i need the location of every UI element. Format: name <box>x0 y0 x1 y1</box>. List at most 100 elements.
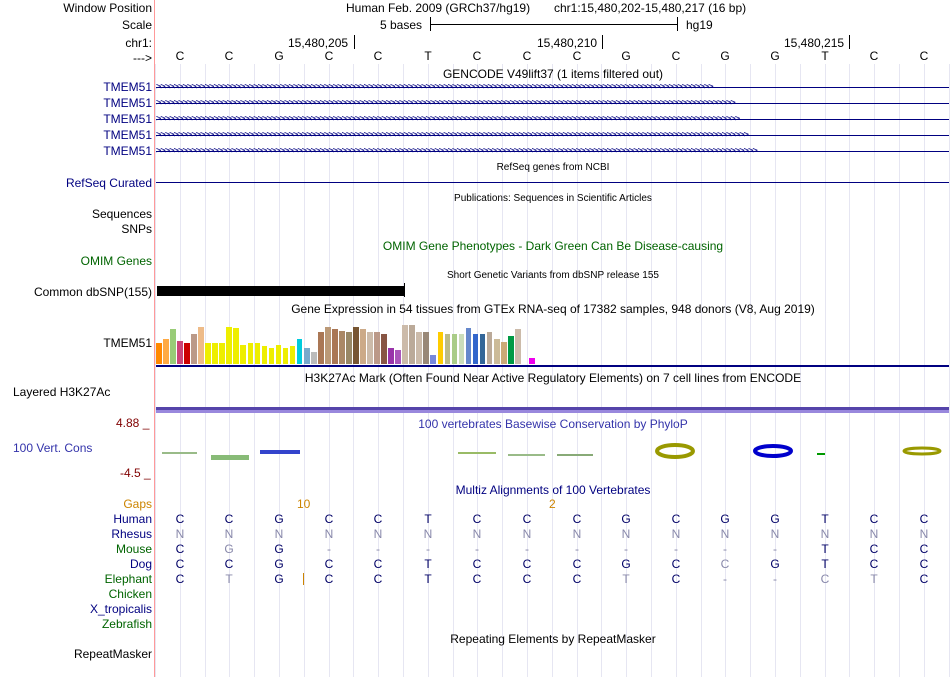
alignment-base: C <box>720 557 730 571</box>
h3k27ac-track-title[interactable]: H3K27Ac Mark (Often Found Near Active Re… <box>304 371 802 385</box>
gtex-tissue-bar[interactable] <box>184 343 190 364</box>
gtex-tissue-bar[interactable] <box>317 332 324 364</box>
gtex-tissue-bar[interactable] <box>339 331 345 364</box>
gtex-tissue-bar[interactable] <box>191 334 197 364</box>
gtex-tissue-bar[interactable] <box>388 348 394 364</box>
gtex-gene-label[interactable]: TMEM51 <box>103 336 152 350</box>
gtex-tissue-bar[interactable] <box>374 332 380 364</box>
gtex-tissue-bar[interactable] <box>331 329 338 364</box>
gtex-tissue-bar[interactable] <box>395 350 402 364</box>
grid-line <box>849 64 850 677</box>
species-label[interactable]: Rhesus <box>111 527 152 541</box>
gencode-gene-label[interactable]: TMEM51 <box>103 96 152 110</box>
omim-track-label[interactable]: OMIM Genes <box>80 254 152 268</box>
gtex-tissue-bar[interactable] <box>324 327 331 364</box>
gtex-tissue-bar[interactable] <box>163 339 169 364</box>
gencode-track-title[interactable]: GENCODE V49lift37 (1 items filtered out) <box>442 67 664 81</box>
gtex-tissue-bar[interactable] <box>500 342 507 364</box>
gtex-tissue-bar[interactable] <box>346 332 352 364</box>
gtex-tissue-bar[interactable] <box>219 343 226 364</box>
gtex-tissue-bar[interactable] <box>303 348 310 364</box>
gtex-tissue-bar[interactable] <box>268 348 275 364</box>
gtex-tissue-bar[interactable] <box>247 343 254 364</box>
gtex-tissue-bar[interactable] <box>275 345 282 364</box>
gtex-tissue-bar[interactable] <box>212 343 219 364</box>
species-label[interactable]: Human <box>113 512 152 526</box>
h3k27ac-track-label[interactable]: Layered H3K27Ac <box>13 385 111 399</box>
species-label[interactable]: Dog <box>129 557 152 571</box>
omim-track-title[interactable]: OMIM Gene Phenotypes - Dark Green Can Be… <box>382 239 724 253</box>
gtex-tissue-bar[interactable] <box>416 332 423 364</box>
gtex-tissue-bar[interactable] <box>402 325 409 364</box>
species-label[interactable]: Chicken <box>108 587 152 601</box>
gtex-track-title[interactable]: Gene Expression in 54 tissues from GTEx … <box>291 302 815 316</box>
gtex-tissue-bar[interactable] <box>254 343 261 364</box>
grid-line <box>428 64 429 677</box>
publications-track-title[interactable]: Publications: Sequences in Scientific Ar… <box>454 193 652 204</box>
phylop-glyph <box>655 443 695 459</box>
gencode-gene-label[interactable]: TMEM51 <box>103 80 152 94</box>
dbsnp-track-title[interactable]: Short Genetic Variants from dbSNP releas… <box>447 270 659 281</box>
gencode-transcript[interactable]: >>>>>>>>>>>>>>>>>>>>>>>>>>>>>>>>>>>>>>>>… <box>156 145 949 157</box>
repeatmasker-track-label[interactable]: RepeatMasker <box>73 647 152 661</box>
gencode-gene-label[interactable]: TMEM51 <box>103 112 152 126</box>
phylop-track-label[interactable]: 100 Vert. Cons <box>13 441 93 455</box>
gtex-tissue-bar[interactable] <box>444 334 451 364</box>
alignment-base: N <box>869 527 879 541</box>
phylop-logo[interactable] <box>156 430 949 470</box>
gtex-tissue-bar[interactable] <box>310 352 317 364</box>
gtex-tissue-bar[interactable] <box>458 334 465 364</box>
publications-track-label[interactable]: Sequences <box>91 207 152 221</box>
gtex-tissue-bar[interactable] <box>451 334 458 364</box>
gtex-tissue-bar[interactable] <box>261 346 268 364</box>
gtex-tissue-bar[interactable] <box>430 355 437 364</box>
refseq-track-label[interactable]: RefSeq Curated <box>65 176 152 190</box>
dbsnp-variant-block[interactable] <box>157 286 404 296</box>
gtex-tissue-bar[interactable] <box>479 334 486 364</box>
gtex-tissue-bar[interactable] <box>156 343 162 364</box>
gtex-tissue-bar[interactable] <box>507 336 514 364</box>
gtex-tissue-bar[interactable] <box>282 348 289 364</box>
species-label[interactable]: Zebrafish <box>101 617 152 631</box>
repeatmasker-track-title[interactable]: Repeating Elements by RepeatMasker <box>450 632 656 646</box>
grid-line <box>577 64 578 677</box>
gtex-tissue-bar[interactable] <box>240 345 247 364</box>
species-label[interactable]: Mouse <box>115 542 152 556</box>
gtex-tissue-bar[interactable] <box>529 358 535 364</box>
dbsnp-track-label[interactable]: Common dbSNP(155) <box>33 285 152 299</box>
gencode-transcript[interactable]: >>>>>>>>>>>>>>>>>>>>>>>>>>>>>>>>>>>>>>>>… <box>156 97 949 109</box>
phylop-track-title[interactable]: 100 vertebrates Basewise Conservation by… <box>418 417 688 431</box>
gtex-tissue-bar[interactable] <box>423 332 430 364</box>
gtex-tissue-bar[interactable] <box>493 339 500 364</box>
gtex-tissue-bar[interactable] <box>514 329 521 364</box>
gtex-tissue-bar[interactable] <box>170 329 176 364</box>
species-label[interactable]: X_tropicalis <box>89 602 152 616</box>
gencode-transcript[interactable]: >>>>>>>>>>>>>>>>>>>>>>>>>>>>>>>>>>>>>>>>… <box>156 81 949 93</box>
gtex-expression-chart[interactable] <box>156 316 536 364</box>
gtex-tissue-bar[interactable] <box>205 343 212 364</box>
gtex-tissue-bar[interactable] <box>486 332 493 364</box>
gtex-tissue-bar[interactable] <box>472 334 479 364</box>
snps-label[interactable]: SNPs <box>121 222 152 236</box>
refseq-track-title[interactable]: RefSeq genes from NCBI <box>496 162 610 173</box>
gencode-transcript[interactable]: >>>>>>>>>>>>>>>>>>>>>>>>>>>>>>>>>>>>>>>>… <box>156 113 949 125</box>
gtex-tissue-bar[interactable] <box>360 329 366 364</box>
gtex-tissue-bar[interactable] <box>177 341 183 364</box>
gtex-tissue-bar[interactable] <box>296 339 303 364</box>
gtex-tissue-bar[interactable] <box>233 328 240 364</box>
gtex-tissue-bar[interactable] <box>289 346 296 364</box>
gencode-transcript[interactable]: >>>>>>>>>>>>>>>>>>>>>>>>>>>>>>>>>>>>>>>>… <box>156 129 949 141</box>
gtex-tissue-bar[interactable] <box>353 327 359 364</box>
gtex-tissue-bar[interactable] <box>437 332 444 364</box>
multiz-track-title[interactable]: Multiz Alignments of 100 Vertebrates <box>455 483 651 497</box>
refseq-gene-line[interactable] <box>156 182 949 183</box>
gtex-tissue-bar[interactable] <box>198 327 204 364</box>
gtex-tissue-bar[interactable] <box>381 334 387 364</box>
gtex-tissue-bar[interactable] <box>367 332 373 364</box>
gencode-gene-label[interactable]: TMEM51 <box>103 128 152 142</box>
species-label[interactable]: Elephant <box>104 572 152 586</box>
gtex-tissue-bar[interactable] <box>465 328 472 364</box>
gencode-gene-label[interactable]: TMEM51 <box>103 144 152 158</box>
gtex-tissue-bar[interactable] <box>226 327 233 364</box>
gtex-tissue-bar[interactable] <box>409 325 416 364</box>
